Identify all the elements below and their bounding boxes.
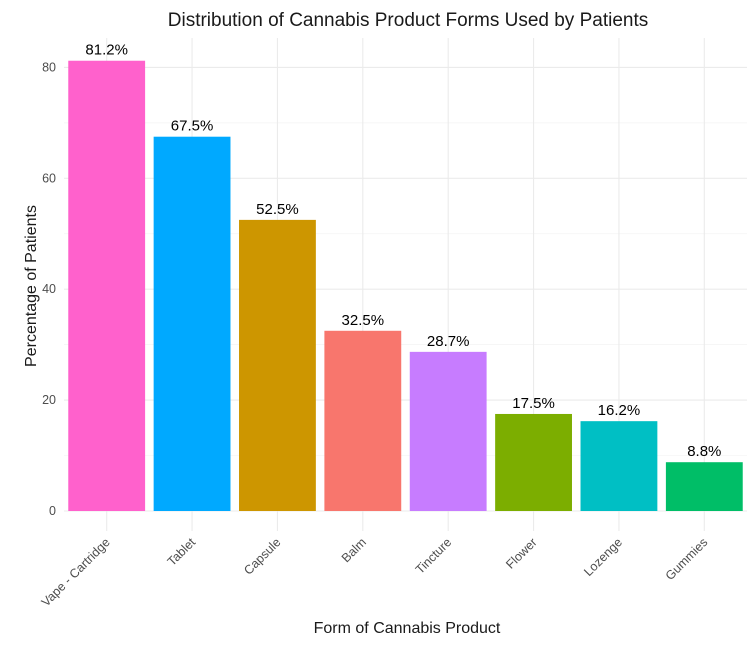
y-tick-label: 20: [42, 393, 56, 407]
x-tick-label: Lozenge: [581, 535, 625, 579]
chart-title: Distribution of Cannabis Product Forms U…: [168, 10, 649, 31]
data-label: 8.8%: [687, 443, 721, 460]
x-tick-label: Vape - Cartridge: [39, 535, 113, 609]
bar: [239, 219, 316, 511]
y-tick-label: 80: [42, 60, 56, 74]
y-axis-title: Percentage of Patients: [23, 205, 40, 367]
data-label: 32.5%: [342, 312, 385, 329]
data-label: 67.5%: [171, 118, 214, 135]
x-axis-title: Form of Cannabis Product: [314, 620, 501, 637]
x-tick-label: Tincture: [413, 535, 455, 577]
bar: [580, 421, 658, 511]
y-tick-label: 0: [49, 504, 56, 518]
x-tick-label: Capsule: [241, 535, 283, 577]
y-tick-label: 40: [42, 282, 56, 296]
bar: [68, 60, 146, 512]
data-label: 17.5%: [512, 395, 555, 412]
x-tick-label: Tablet: [165, 535, 199, 569]
data-label: 28.7%: [427, 333, 470, 350]
y-axis-ticks: 0 20 40 60 80: [42, 60, 56, 518]
bar: [409, 351, 487, 511]
data-label: 16.2%: [598, 402, 641, 419]
data-label: 81.2%: [85, 42, 128, 59]
x-tick-label: Gummies: [663, 535, 711, 583]
data-label: 52.5%: [256, 201, 299, 218]
bar: [324, 330, 402, 511]
bar: [153, 136, 231, 511]
x-tick-label: Flower: [503, 535, 539, 571]
bars: [68, 60, 743, 512]
data-labels: 81.2% 67.5% 52.5% 32.5% 28.7% 17.5% 16.2% 8.8%: [85, 42, 721, 460]
y-tick-label: 60: [42, 171, 56, 185]
x-tick-label: Balm: [339, 535, 369, 565]
bar: [665, 462, 743, 511]
bar: [495, 413, 572, 511]
x-axis-ticks: Vape - Cartridge Tablet Capsule Balm Tinctur…: [39, 535, 711, 609]
